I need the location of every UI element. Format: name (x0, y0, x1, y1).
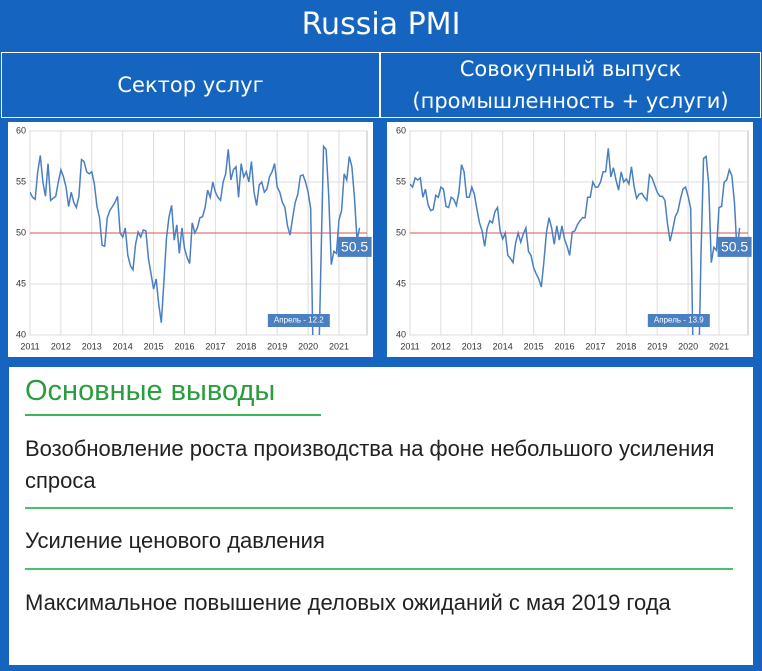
finding: Усиление ценового давления (25, 528, 325, 553)
x-tick-label: 2021 (709, 341, 729, 351)
finding: Возобновление роста производства на фоне… (25, 436, 715, 493)
x-tick-label: 2012 (51, 341, 71, 351)
last-value-label: 50.5 (341, 239, 368, 255)
annotation: Апрель - 13.9 (654, 316, 704, 325)
x-tick-label: 2011 (20, 341, 39, 351)
chart-heading: Сектор услуг (1, 52, 380, 118)
annotation: Апрель - 12.2 (274, 316, 324, 325)
last-value-box (717, 236, 752, 257)
y-tick-label: 50 (396, 227, 406, 237)
findings-title: Основные выводы (25, 375, 321, 416)
y-tick-label: 55 (396, 176, 406, 186)
last-value-box (337, 236, 372, 257)
chart-heading: Совокупный выпуск (промышленность + услу… (380, 52, 761, 118)
last-value-label: 50.5 (721, 239, 748, 255)
x-tick-label: 2015 (524, 341, 544, 351)
x-tick-label: 2020 (678, 341, 698, 351)
y-tick-label: 60 (396, 125, 406, 135)
x-tick-label: 2020 (298, 341, 318, 351)
x-tick-label: 2014 (113, 341, 133, 351)
x-tick-label: 2019 (267, 341, 287, 351)
x-tick-label: 2018 (236, 341, 256, 351)
line (410, 148, 741, 335)
y-tick-label: 60 (16, 125, 26, 135)
y-tick-label: 50 (16, 227, 26, 237)
x-tick-label: 2017 (585, 341, 605, 351)
x-tick-label: 2018 (616, 341, 636, 351)
line (30, 144, 361, 335)
x-tick-label: 2016 (174, 341, 194, 351)
annotation-box (647, 314, 710, 327)
x-tick-label: 2014 (493, 341, 513, 351)
x-tick-label: 2021 (329, 341, 349, 351)
findings-panel: Основные выводы Возобновление роста прои… (9, 367, 753, 665)
x-tick-label: 2019 (647, 341, 667, 351)
y-tick-label: 40 (396, 329, 406, 339)
separator (25, 507, 733, 509)
x-tick-label: 2012 (431, 341, 451, 351)
x-tick-label: 2013 (462, 341, 482, 351)
y-tick-label: 40 (16, 329, 26, 339)
annotation-box (267, 314, 330, 327)
x-tick-label: 2017 (205, 341, 225, 351)
y-tick-label: 55 (16, 176, 26, 186)
x-tick-label: 2016 (554, 341, 574, 351)
x-tick-label: 2013 (82, 341, 102, 351)
y-tick-label: 45 (396, 278, 406, 288)
x-tick-label: 2011 (400, 341, 419, 351)
x-tick-label: 2015 (144, 341, 164, 351)
y-tick-label: 45 (16, 278, 26, 288)
separator (25, 568, 733, 570)
page-title: Russia PMI (301, 7, 461, 42)
finding: Максимальное повышение деловых ожиданий … (25, 590, 671, 615)
